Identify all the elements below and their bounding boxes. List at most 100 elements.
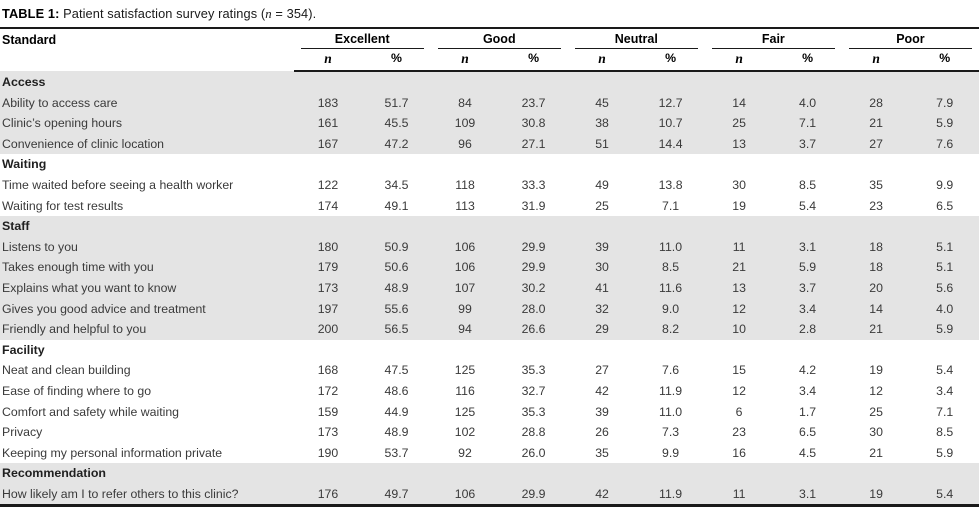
cell-pct: 9.0: [636, 298, 705, 320]
column-group-excellent-label: Excellent: [300, 32, 424, 49]
row-label: How likely am I to refer others to this …: [0, 483, 294, 506]
column-group-excellent: Excellent: [294, 29, 431, 49]
cell-pct: 35.3: [521, 404, 546, 419]
table-caption: TABLE 1: Patient satisfaction survey rat…: [0, 0, 979, 29]
cell-n: 167: [293, 133, 363, 155]
cell-pct: 5.9: [936, 445, 954, 460]
cell-n: 27: [841, 133, 911, 155]
subheader-n-neutral: n: [567, 49, 637, 72]
cell-n: 116: [455, 383, 475, 398]
subheader-n-good: n: [430, 49, 500, 72]
column-group-good: Good: [431, 29, 568, 49]
table-body: Access Ability to access care 183 51.7 84 23.…: [0, 71, 979, 506]
cell-pct: 10.7: [636, 113, 705, 134]
cell-pct: 32.7: [521, 383, 546, 398]
cell-n: 168: [317, 363, 339, 378]
cell-pct: 8.5: [799, 177, 817, 192]
section-name: Staff: [0, 216, 979, 237]
table-row: Ease of finding where to go 172 48.6 116 32.…: [0, 381, 979, 402]
cell-pct: 23.7: [499, 92, 568, 114]
cell-n: 122: [317, 177, 339, 192]
cell-n: 25: [869, 404, 883, 419]
cell-pct: 5.1: [910, 257, 979, 278]
cell-pct: 29.9: [499, 236, 568, 258]
cell-n: 109: [430, 113, 500, 134]
cell-n: 19: [732, 198, 746, 213]
cell-n: 106: [430, 236, 500, 258]
cell-n: 6: [735, 404, 743, 419]
subheader-pct-neutral: %: [636, 49, 705, 72]
cell-n: 172: [317, 383, 339, 398]
table-row: Explains what you want to know 173 48.9 107…: [0, 277, 979, 299]
cell-n: 180: [293, 236, 363, 258]
cell-n: 49: [595, 177, 609, 192]
cell-pct: 7.9: [910, 92, 979, 114]
cell-pct: 35.3: [521, 363, 546, 378]
table-row: Friendly and helpful to you 200 56.5 94 26.6…: [0, 319, 979, 340]
cell-n: 113: [455, 198, 475, 213]
cell-pct: 7.6: [910, 133, 979, 155]
cell-n: 190: [317, 445, 339, 460]
cell-n: 173: [317, 425, 339, 440]
cell-pct: 48.9: [362, 277, 431, 299]
cell-pct: 53.7: [384, 445, 409, 460]
cell-n: 12: [704, 298, 774, 320]
column-group-poor-label: Poor: [848, 32, 972, 49]
cell-n: 21: [841, 113, 911, 134]
cell-n: 21: [841, 319, 911, 340]
cell-pct: 26.6: [499, 319, 568, 340]
cell-pct: 55.6: [362, 298, 431, 320]
table-row: Clinic’s opening hours 161 45.5 109 30.8 38 10…: [0, 113, 979, 134]
cell-n: 18: [841, 236, 911, 258]
cell-n: 174: [317, 198, 339, 213]
cell-n: 21: [704, 257, 774, 278]
patient-satisfaction-table: Standard Excellent Good Neutral Fair Poo…: [0, 29, 979, 508]
cell-n: 183: [293, 92, 363, 114]
table-row: Gives you good advice and treatment 197 55…: [0, 298, 979, 320]
subheader-n-fair: n: [704, 49, 774, 72]
section-name: Waiting: [2, 157, 47, 172]
cell-pct: 11.9: [636, 483, 705, 506]
cell-pct: 4.0: [773, 92, 842, 114]
cell-n: 173: [293, 277, 363, 299]
cell-pct: 44.9: [384, 404, 409, 419]
cell-n: 25: [704, 113, 774, 134]
cell-pct: 6.5: [936, 198, 954, 213]
section-header-row: Staff: [0, 216, 979, 237]
cell-pct: 12.7: [636, 92, 705, 114]
cell-n: 11: [704, 483, 774, 506]
cell-n: 51: [567, 133, 637, 155]
cell-n: 84: [430, 92, 500, 114]
cell-pct: 3.7: [773, 133, 842, 155]
section-name: Facility: [2, 342, 45, 357]
row-label: Privacy: [2, 425, 43, 440]
cell-n: 13: [704, 133, 774, 155]
cell-n: 10: [704, 319, 774, 340]
cell-pct: 28.0: [499, 298, 568, 320]
subheader-pct-good: %: [499, 49, 568, 72]
cell-n: 200: [293, 319, 363, 340]
cell-n: 96: [430, 133, 500, 155]
cell-pct: 7.1: [773, 113, 842, 134]
cell-n: 42: [567, 483, 637, 506]
cell-n: 26: [595, 425, 609, 440]
cell-pct: 29.9: [499, 257, 568, 278]
cell-n: 30: [567, 257, 637, 278]
cell-pct: 5.9: [910, 113, 979, 134]
cell-n: 92: [458, 445, 472, 460]
subheader-n-excellent: n: [293, 49, 363, 72]
cell-n: 45: [567, 92, 637, 114]
row-label: Gives you good advice and treatment: [0, 298, 294, 320]
cell-n: 14: [841, 298, 911, 320]
table-header: Standard Excellent Good Neutral Fair Poo…: [0, 29, 979, 72]
table-row: Waiting for test results 174 49.1 113 31.9 25…: [0, 196, 979, 217]
cell-pct: 30.2: [499, 277, 568, 299]
cell-pct: 3.1: [773, 236, 842, 258]
table-row: Keeping my personal information private 1…: [0, 443, 979, 464]
cell-n: 42: [595, 383, 609, 398]
cell-n: 13: [704, 277, 774, 299]
cell-n: 25: [595, 198, 609, 213]
column-group-poor: Poor: [842, 29, 979, 49]
cell-pct: 47.5: [384, 363, 409, 378]
